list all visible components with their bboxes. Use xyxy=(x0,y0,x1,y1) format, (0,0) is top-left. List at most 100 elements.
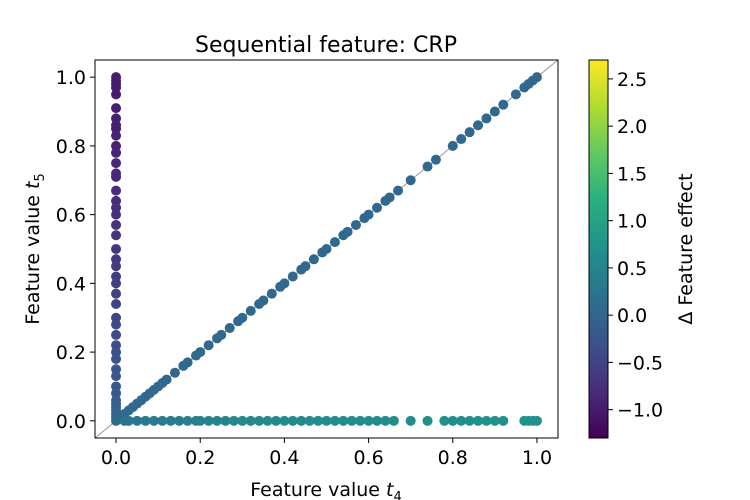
x-tick-label: 0.0 xyxy=(101,447,131,469)
scatter-point xyxy=(531,72,542,83)
colorbar-tick-label: 1.5 xyxy=(617,163,647,185)
scatter-point xyxy=(161,374,172,385)
scatter-point xyxy=(342,226,353,237)
scatter-point xyxy=(329,415,340,426)
scatter-point xyxy=(111,329,122,340)
scatter-point xyxy=(111,89,122,100)
scatter-point xyxy=(338,415,349,426)
scatter-point xyxy=(174,415,185,426)
scatter-point xyxy=(447,140,458,151)
scatter-point xyxy=(111,261,122,272)
scatter-point xyxy=(473,415,484,426)
scatter-point xyxy=(329,237,340,248)
scatter-point xyxy=(313,415,324,426)
x-tick-label: 0.8 xyxy=(438,447,468,469)
scatter-point xyxy=(287,271,298,282)
scatter-point xyxy=(203,340,214,351)
scatter-point xyxy=(111,319,122,330)
x-tick-label: 0.4 xyxy=(269,447,299,469)
colorbar-tick-label: 2.0 xyxy=(617,116,647,138)
colorbar-tick-label: 0.5 xyxy=(617,258,647,280)
colorbar-tick-label: 1.0 xyxy=(617,211,647,233)
scatter-point xyxy=(111,381,122,392)
scatter-point xyxy=(489,415,500,426)
scatter-point xyxy=(111,140,122,151)
x-axis-ticks: 0.0 0.2 0.4 0.6 0.8 1.0 xyxy=(101,438,552,469)
scatter-point xyxy=(498,415,509,426)
scatter-point xyxy=(489,106,500,117)
scatter-point xyxy=(464,127,475,138)
y-tick-label: 0.0 xyxy=(56,411,86,433)
x-tick-label: 1.0 xyxy=(522,447,552,469)
scatter-point xyxy=(111,271,122,282)
scatter-point xyxy=(405,415,416,426)
colorbar-tick-label: 2.5 xyxy=(617,69,647,91)
y-tick-label: 0.6 xyxy=(56,205,86,227)
scatter-point xyxy=(384,192,395,203)
x-axis-label-main: Feature value xyxy=(250,479,386,500)
scatter-point xyxy=(296,415,307,426)
scatter-point xyxy=(169,367,180,378)
scatter-point xyxy=(140,415,151,426)
scatter-point xyxy=(111,123,122,134)
scatter-point xyxy=(346,415,357,426)
y-axis-label-var: t xyxy=(22,180,44,189)
y-axis-label-main: Feature value xyxy=(22,189,44,325)
scatter-point xyxy=(228,415,239,426)
scatter-point xyxy=(405,175,416,186)
scatter-point xyxy=(473,120,484,131)
scatter-point xyxy=(111,195,122,206)
scatter-point xyxy=(182,357,193,368)
scatter-points xyxy=(111,72,542,426)
colorbar-tick-label: 0.0 xyxy=(617,305,647,327)
scatter-point xyxy=(270,415,281,426)
x-axis-label-sub: 4 xyxy=(393,490,401,500)
scatter-point xyxy=(300,261,311,272)
colorbar-tick-label: −0.5 xyxy=(617,352,663,374)
x-tick-label: 0.2 xyxy=(185,447,215,469)
scatter-point xyxy=(111,278,122,289)
y-tick-label: 1.0 xyxy=(56,67,86,89)
scatter-point xyxy=(464,415,475,426)
scatter-point xyxy=(182,415,193,426)
scatter-point xyxy=(148,415,159,426)
scatter-point xyxy=(111,298,122,309)
scatter-point xyxy=(111,340,122,351)
scatter-point xyxy=(266,288,277,299)
scatter-point xyxy=(123,415,134,426)
scatter-point xyxy=(111,113,122,124)
scatter-point xyxy=(111,158,122,169)
scatter-point xyxy=(111,82,122,93)
scatter-point xyxy=(216,329,227,340)
scatter-point xyxy=(203,415,214,426)
scatter-point xyxy=(304,415,315,426)
colorbar-label-text: Feature effect xyxy=(675,173,697,311)
colorbar-ticks: −1.0 −0.5 0.0 0.5 1.0 1.5 2.0 2.5 xyxy=(608,69,663,422)
scatter-point xyxy=(372,202,383,213)
y-tick-label: 0.8 xyxy=(56,136,86,158)
scatter-point xyxy=(245,415,256,426)
scatter-point xyxy=(430,154,441,165)
scatter-point xyxy=(111,371,122,382)
plot-frame xyxy=(94,59,559,439)
scatter-point xyxy=(111,364,122,375)
scatter-point xyxy=(237,312,248,323)
scatter-point xyxy=(111,288,122,299)
scatter-point xyxy=(258,295,269,306)
scatter-point xyxy=(262,415,273,426)
scatter-point xyxy=(111,130,122,141)
scatter-point xyxy=(111,209,122,220)
scatter-point xyxy=(111,347,122,358)
scatter-point xyxy=(498,99,509,110)
scatter-point xyxy=(447,415,458,426)
scatter-point xyxy=(165,415,176,426)
y-axis-ticks: 0.0 0.2 0.4 0.6 0.8 1.0 xyxy=(56,67,95,433)
scatter-point xyxy=(350,219,361,230)
scatter-point xyxy=(237,415,248,426)
scatter-point xyxy=(481,113,492,124)
scatter-point xyxy=(363,209,374,220)
y-axis-label-sub: 5 xyxy=(33,173,48,181)
scatter-point xyxy=(195,415,206,426)
scatter-point xyxy=(111,219,122,230)
